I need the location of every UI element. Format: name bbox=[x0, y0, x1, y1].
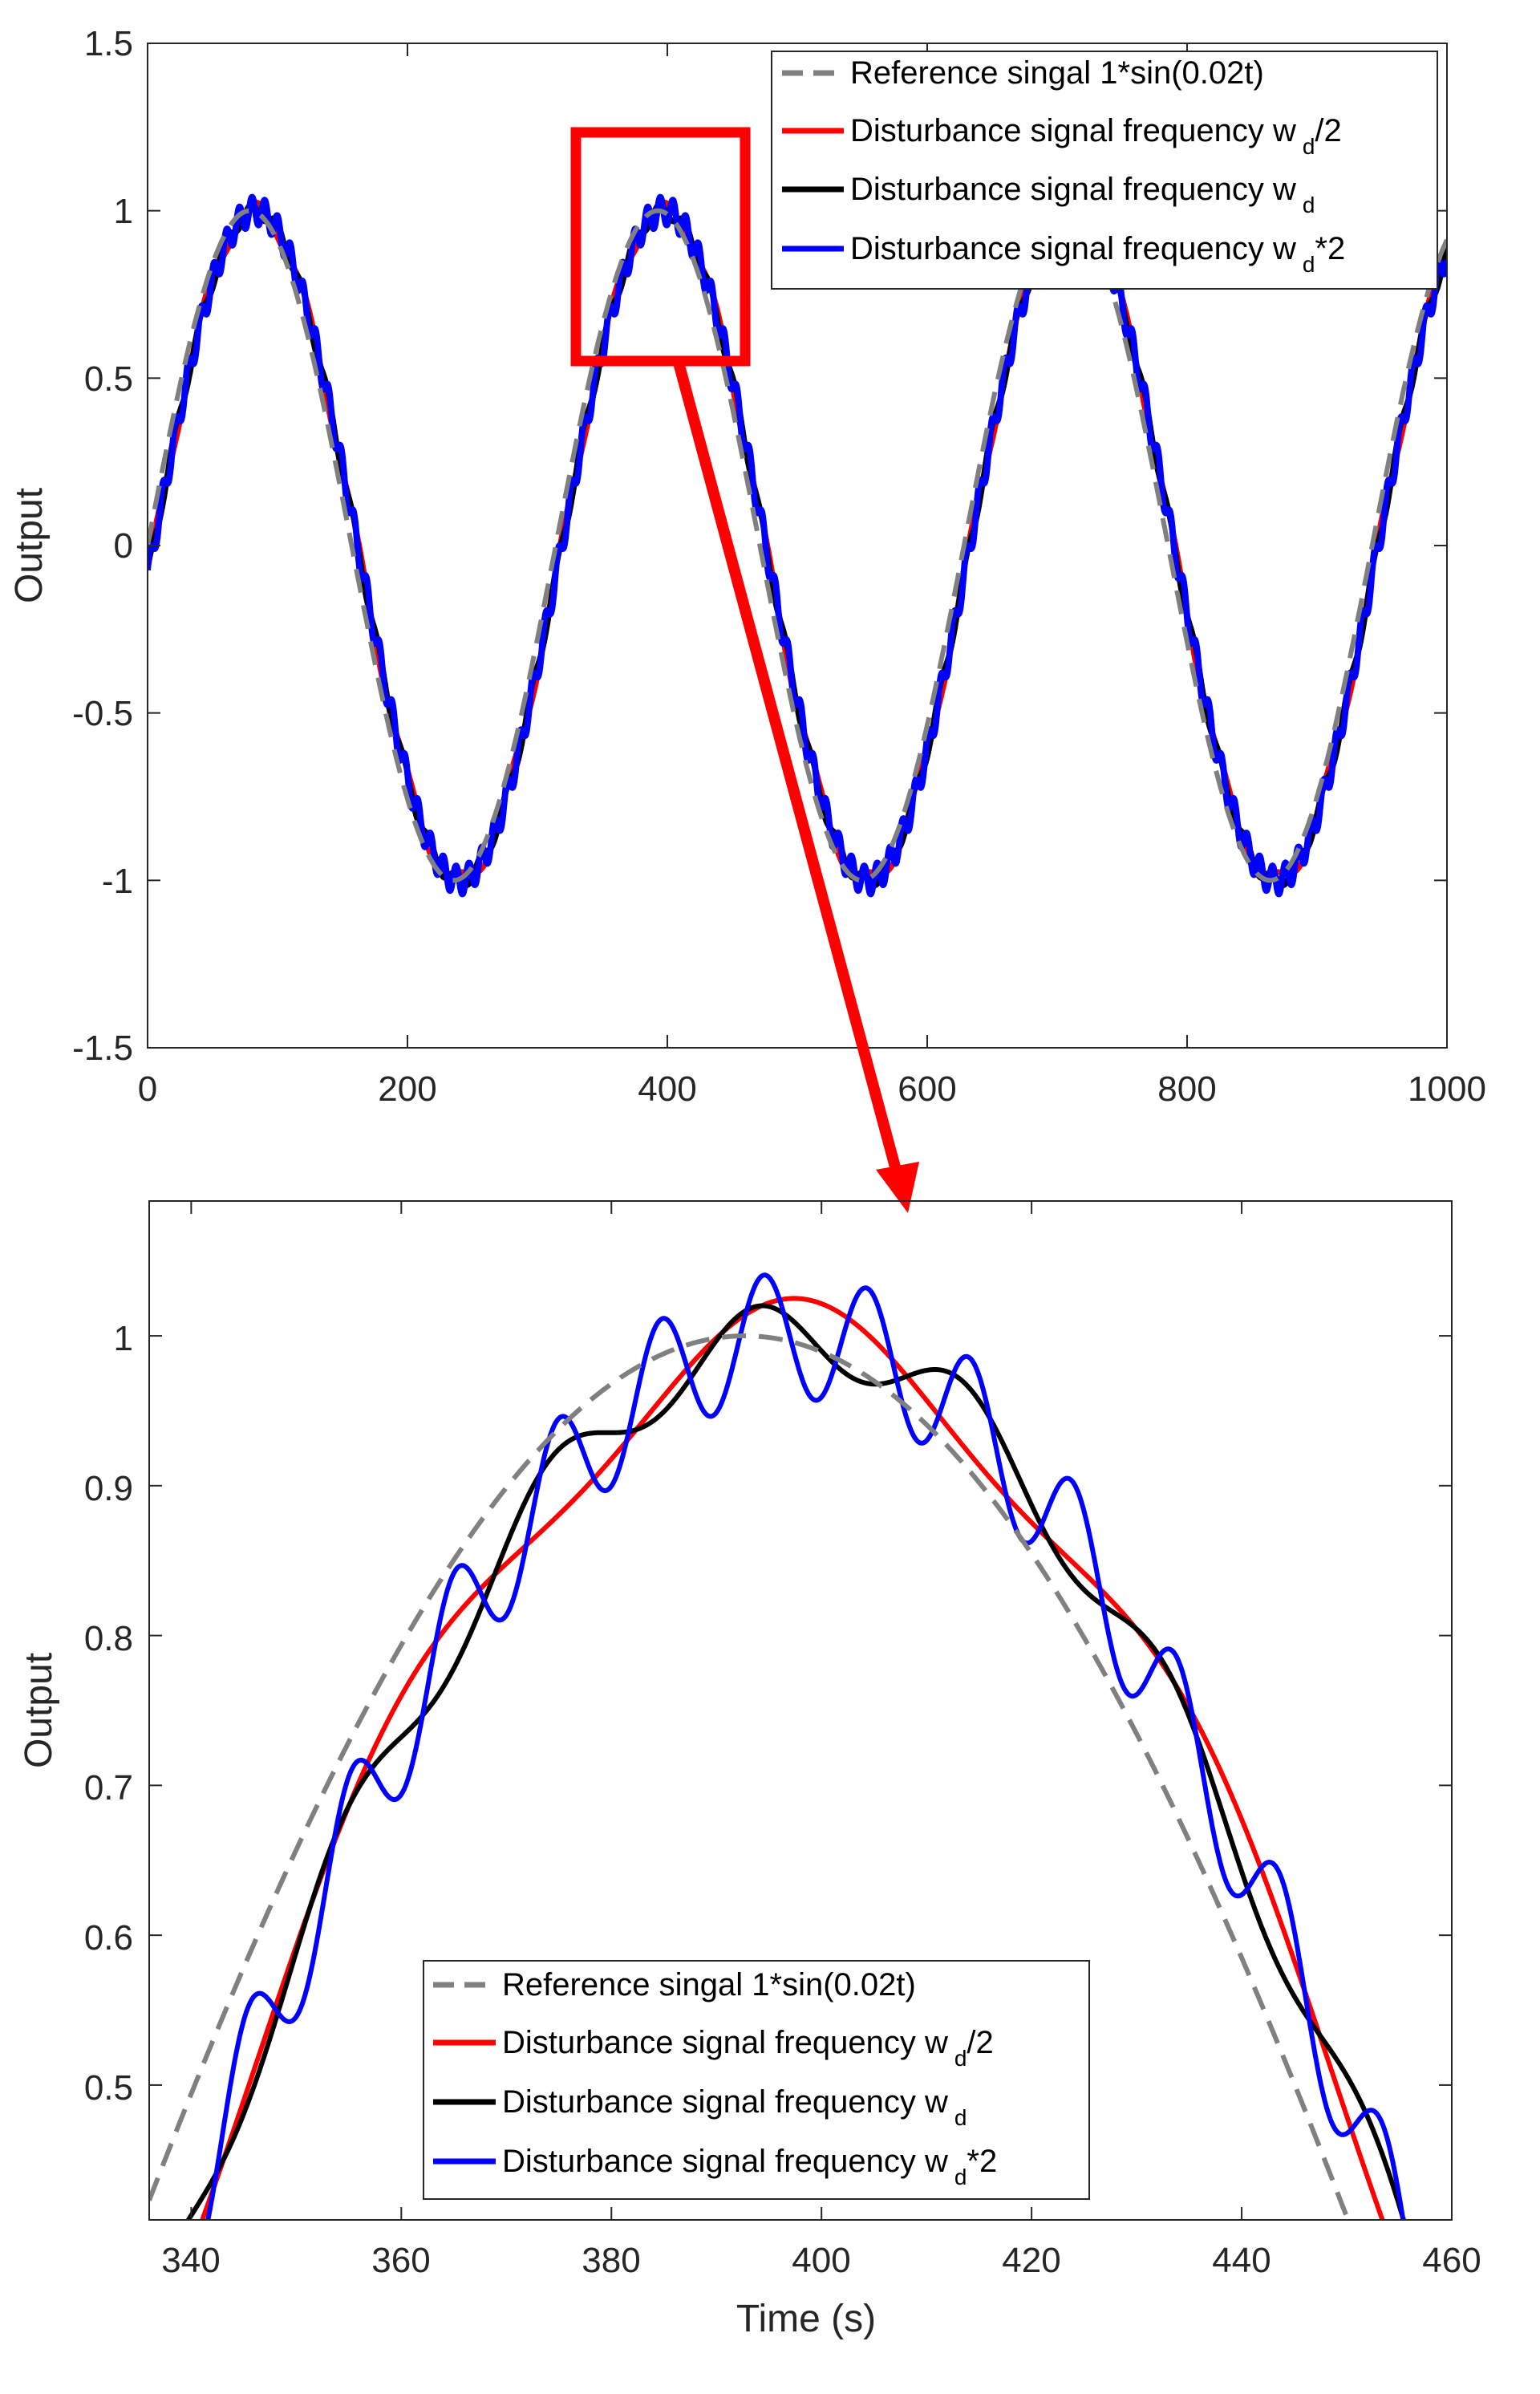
bottom-x-axis-label: Time (s) bbox=[736, 2298, 876, 2340]
bottom-y-tick-label: 0.5 bbox=[84, 2068, 133, 2108]
series-line-wd bbox=[185, 1303, 1407, 2220]
top-x-tick-label: 1000 bbox=[1408, 1069, 1486, 1109]
zoom-arrow-shaft bbox=[673, 361, 902, 1175]
top-y-tick-label: 0.5 bbox=[84, 359, 133, 399]
bottom-panel: 1 0.9 0.8 0.7 0.6 0.5 340 360 380 400 42… bbox=[18, 1200, 1481, 2340]
legend-entry-wd-half: Disturbance signal frequency w d/2 bbox=[502, 2025, 994, 2071]
bottom-x-tick-label: 360 bbox=[371, 2241, 430, 2280]
top-legend-box bbox=[771, 51, 1438, 290]
zoom-box bbox=[570, 127, 751, 367]
top-y-tick-label: -1 bbox=[102, 862, 133, 901]
top-y-tick-label: 1.5 bbox=[84, 24, 133, 63]
series-line-reference bbox=[148, 208, 1447, 883]
bottom-x-tick-label: 460 bbox=[1422, 2241, 1481, 2280]
top-x-tick-labels: 0 200 400 600 800 1000 bbox=[138, 1069, 1486, 1109]
bottom-y-tick-label: 0.7 bbox=[84, 1768, 133, 1808]
bottom-plot-area bbox=[149, 1272, 1407, 2220]
bottom-tick-marks bbox=[149, 1201, 1453, 2220]
bottom-x-tick-label: 400 bbox=[792, 2241, 850, 2280]
top-x-tick-label: 800 bbox=[1157, 1069, 1216, 1109]
bottom-x-tick-label: 380 bbox=[582, 2241, 640, 2280]
bottom-x-tick-label: 440 bbox=[1212, 2241, 1270, 2280]
bottom-legend: Reference singal 1*sin(0.02t) Disturbanc… bbox=[423, 1960, 1090, 2200]
series-line-wd-double bbox=[148, 193, 1447, 898]
legend-entry-wd-double: Disturbance signal frequency w d*2 bbox=[502, 2144, 997, 2189]
top-x-tick-label: 0 bbox=[138, 1069, 157, 1109]
top-x-tick-label: 200 bbox=[378, 1069, 436, 1109]
legend-entry-wd-double: Disturbance signal frequency w d*2 bbox=[850, 231, 1345, 277]
top-y-axis-label: Output bbox=[8, 488, 51, 603]
legend-entry-reference: Reference singal 1*sin(0.02t) bbox=[502, 1967, 916, 2002]
bottom-y-tick-label: 0.8 bbox=[84, 1619, 133, 1658]
legend-entry-reference: Reference singal 1*sin(0.02t) bbox=[850, 55, 1264, 91]
top-y-tick-labels: 1.5 1 0.5 0 -0.5 -1 -1.5 bbox=[72, 24, 133, 1068]
bottom-y-tick-label: 0.9 bbox=[84, 1469, 133, 1508]
bottom-y-tick-label: 0.6 bbox=[84, 1918, 133, 1958]
series-line-wd-double bbox=[205, 1272, 1406, 2220]
bottom-axes-frame bbox=[148, 1200, 1453, 2221]
top-plot-area bbox=[148, 193, 1447, 898]
top-y-tick-label: 1 bbox=[114, 192, 133, 231]
top-tick-marks bbox=[147, 43, 1448, 1049]
top-y-tick-label: 0 bbox=[114, 526, 133, 566]
series-line-reference bbox=[149, 1333, 1351, 2220]
top-x-tick-label: 400 bbox=[638, 1069, 696, 1109]
bottom-x-tick-labels: 340 360 380 400 420 440 460 bbox=[161, 2241, 1481, 2280]
legend-entry-wd-half: Disturbance signal frequency w d/2 bbox=[850, 113, 1342, 159]
bottom-y-axis-label: Output bbox=[18, 1653, 60, 1768]
top-x-tick-label: 600 bbox=[898, 1069, 956, 1109]
top-y-tick-label: -1.5 bbox=[72, 1029, 133, 1068]
bottom-legend-box bbox=[423, 1960, 1090, 2200]
bottom-x-tick-label: 340 bbox=[161, 2241, 220, 2280]
bottom-x-tick-label: 420 bbox=[1002, 2241, 1060, 2280]
top-panel: 1.5 1 0.5 0 -0.5 -1 -1.5 0 200 400 600 8… bbox=[8, 24, 1486, 1213]
bottom-y-tick-labels: 1 0.9 0.8 0.7 0.6 0.5 bbox=[84, 1319, 133, 2108]
top-y-tick-label: -0.5 bbox=[72, 694, 133, 733]
top-legend: Reference singal 1*sin(0.02t) Disturbanc… bbox=[771, 51, 1438, 290]
bottom-y-tick-label: 1 bbox=[114, 1319, 133, 1358]
